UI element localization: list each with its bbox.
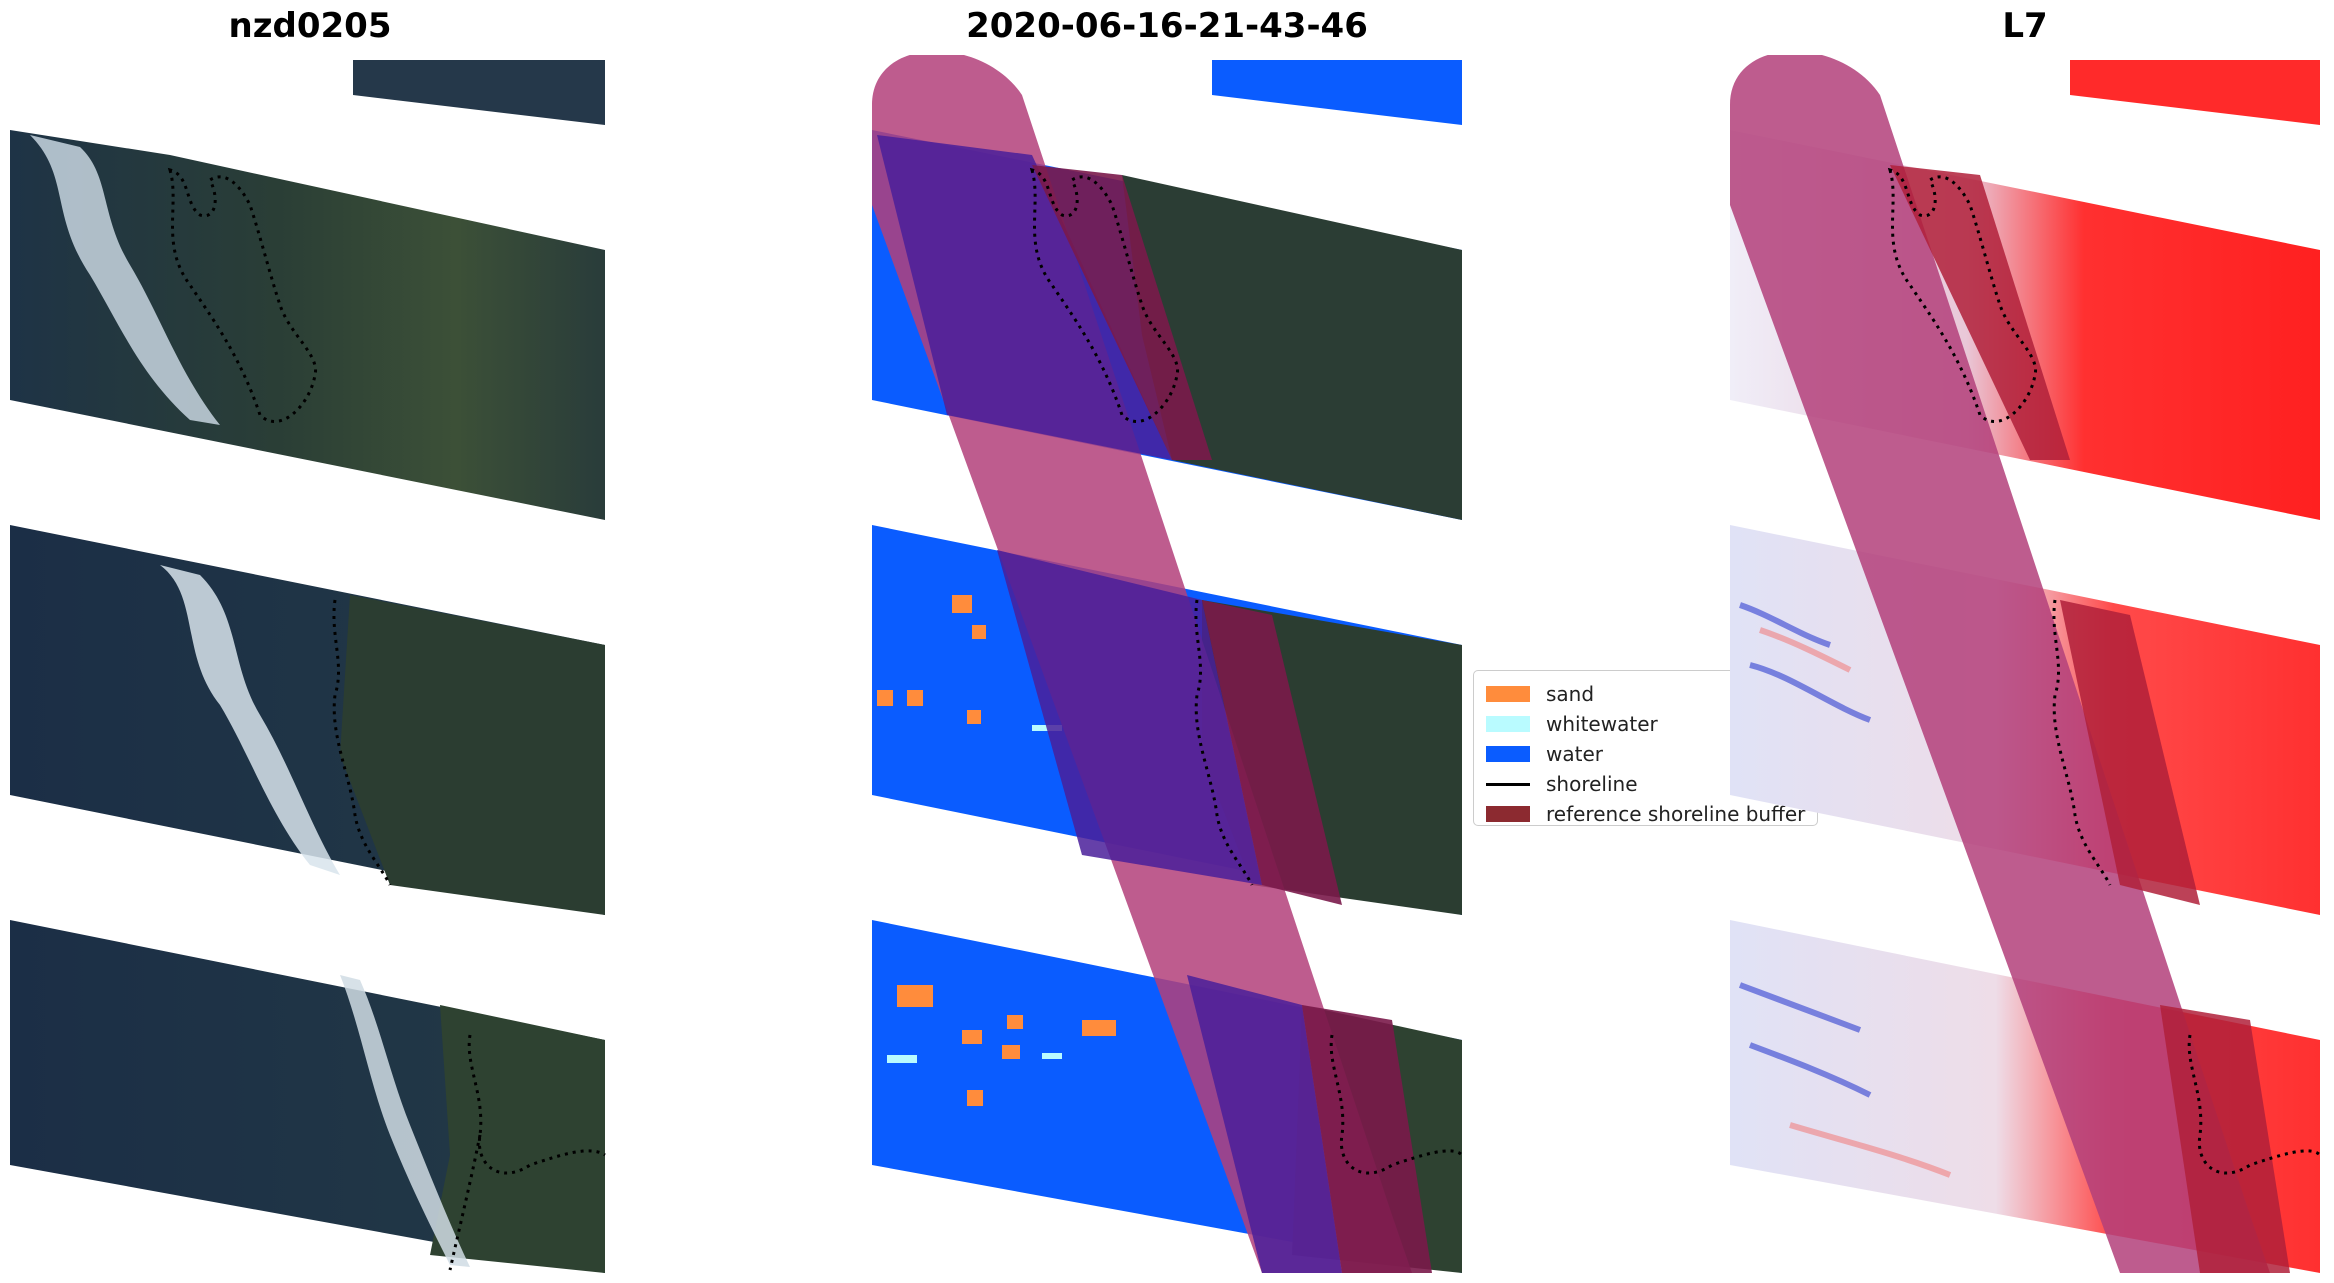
buffer-overlay-1-land [1032, 165, 1212, 460]
legend-swatch-sand [1486, 686, 1530, 702]
buffer-overlay-1 [877, 135, 1172, 460]
classified-image-panel [872, 55, 1462, 1273]
legend-item-buffer: reference shoreline buffer [1486, 799, 1806, 826]
water-strip-top [1212, 60, 1462, 125]
index-image-panel [1730, 55, 2320, 1273]
index-buffer-land-3 [2160, 1005, 2290, 1273]
legend-label-buffer: reference shoreline buffer [1546, 802, 1806, 826]
legend-item-sand: sand [1486, 679, 1805, 709]
image-strip-3-land [430, 1005, 605, 1273]
shoreline-index-2 [2052, 599, 2112, 886]
surf-band-2 [160, 565, 340, 875]
negative-index-streaks [1738, 602, 1872, 1098]
shoreline-1 [167, 167, 317, 423]
legend-item-whitewater: whitewater [1486, 709, 1805, 739]
positive-index-streaks [1759, 627, 1952, 1178]
shoreline-index-1 [1887, 167, 2037, 423]
shoreline-class-2 [1194, 599, 1254, 886]
shoreline-2 [332, 599, 392, 886]
panel-title-index: L7 [2002, 6, 2048, 46]
panel-title-rgb: nzd0205 [228, 6, 392, 46]
shoreline-index-3 [2187, 1034, 2320, 1175]
legend-item-water: water [1486, 739, 1805, 769]
image-strip-1 [10, 130, 605, 520]
rgb-image-panel [10, 60, 606, 1273]
index-strip-top [2070, 60, 2320, 125]
panel-title-classified: 2020-06-16-21-43-46 [966, 6, 1368, 46]
legend-label-water: water [1546, 742, 1603, 766]
legend-swatch-water [1486, 746, 1530, 762]
legend-line-shoreline [1486, 782, 1530, 786]
legend-swatch-whitewater [1486, 716, 1530, 732]
legend-label-shoreline: shoreline [1546, 772, 1638, 796]
legend-swatch-buffer [1486, 806, 1530, 822]
shoreline-class-3 [1329, 1034, 1462, 1175]
index-buffer-land-1 [1890, 165, 2070, 460]
index-buffer-land-2 [2060, 600, 2200, 905]
surf-band-3 [340, 975, 470, 1267]
legend-label-whitewater: whitewater [1546, 712, 1658, 736]
buffer-overlay-3-land [1302, 1005, 1432, 1273]
sand-pixels [877, 595, 1116, 1106]
legend-item-shoreline: shoreline [1486, 769, 1805, 799]
shoreline-3 [448, 1034, 606, 1271]
image-strip-top [353, 60, 605, 125]
buffer-overlay-3 [1187, 975, 1342, 1273]
index-buffer [1730, 55, 2270, 1273]
land-strip-1 [1122, 175, 1462, 520]
legend-label-sand: sand [1546, 682, 1595, 706]
image-strip-2-land [340, 595, 605, 915]
shoreline-class-1 [1029, 167, 1179, 423]
buffer-overlay-2-land [1202, 600, 1342, 905]
surf-band-1 [30, 135, 220, 425]
